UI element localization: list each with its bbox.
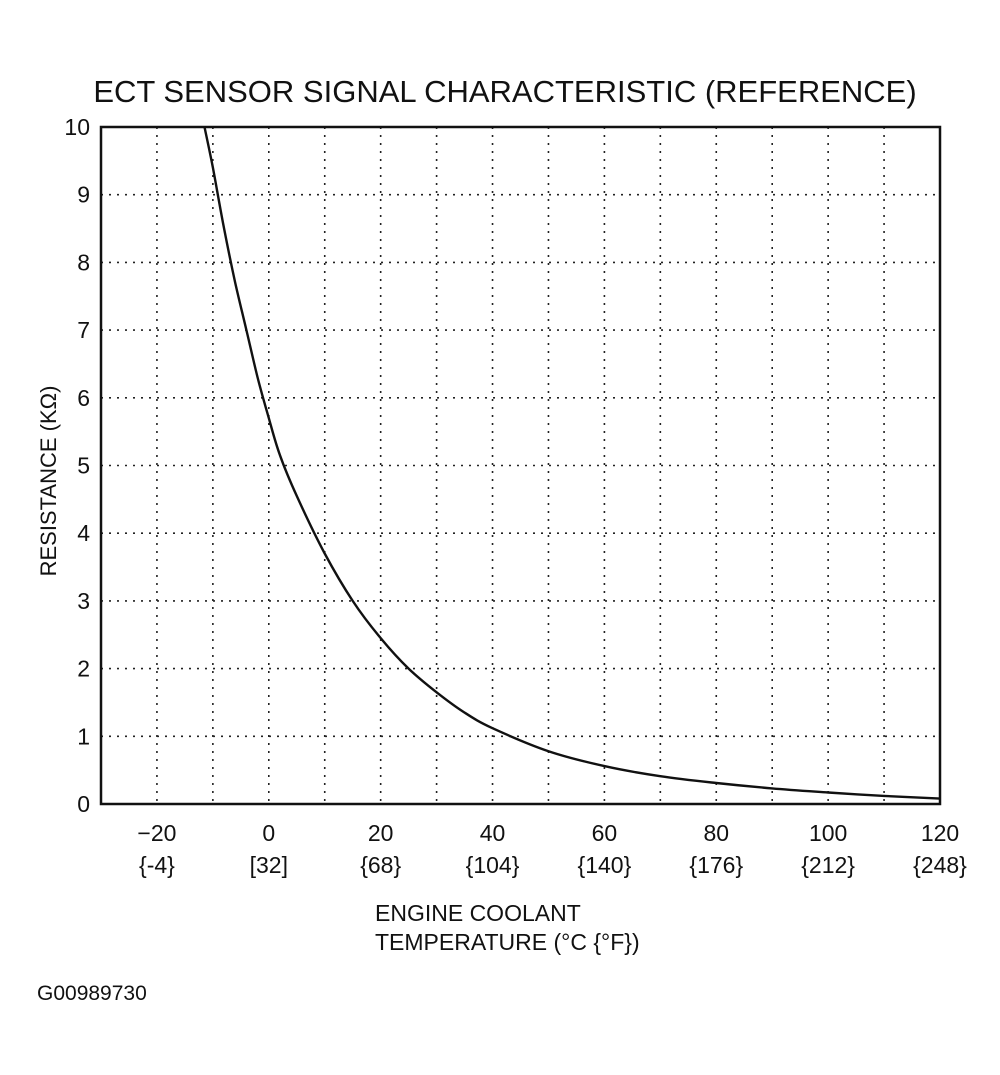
x-tick-label-celsius: 20 [368, 820, 394, 846]
y-tick-label: 10 [64, 114, 90, 140]
x-tick-label-celsius: 80 [703, 820, 729, 846]
x-tick-label-fahrenheit: {-4} [139, 852, 175, 878]
y-tick-label: 3 [77, 588, 90, 614]
plot-frame [99, 125, 942, 806]
y-tick-label: 6 [77, 385, 90, 411]
resistance-curve [203, 126, 941, 800]
y-tick-label: 5 [77, 453, 90, 479]
x-axis-label-line-2: TEMPERATURE (°C {°F}) [375, 929, 640, 955]
x-tick-label-celsius: 60 [592, 820, 618, 846]
x-tick-label-celsius: −20 [137, 820, 176, 846]
x-tick-label-fahrenheit: {176} [689, 852, 743, 878]
x-tick-label-fahrenheit: {140} [578, 852, 632, 878]
y-tick-label: 7 [77, 317, 90, 343]
y-axis-label: RESISTANCE (KΩ) [36, 386, 61, 577]
y-tick-labels: 0 1 2 3 4 5 6 7 8 9 10 [64, 114, 90, 817]
x-tick-label-fahrenheit: {104} [466, 852, 520, 878]
y-tick-label: 0 [77, 791, 90, 817]
y-tick-label: 2 [77, 656, 90, 682]
x-tick-label-celsius: 0 [262, 820, 275, 846]
x-tick-label-fahrenheit: [32] [250, 852, 288, 878]
x-tick-label-fahrenheit: {212} [801, 852, 855, 878]
x-tick-label-fahrenheit: {248} [913, 852, 967, 878]
x-tick-label-celsius: 120 [921, 820, 959, 846]
series-layer [203, 126, 941, 800]
y-tick-label: 1 [77, 723, 90, 749]
x-tick-label-celsius: 40 [480, 820, 506, 846]
x-tick-label-celsius: 100 [809, 820, 847, 846]
figure-code: G00989730 [37, 982, 147, 1005]
y-tick-label: 4 [77, 520, 90, 546]
y-tick-label: 9 [77, 182, 90, 208]
y-tick-label: 8 [77, 249, 90, 275]
x-axis-label-line-1: ENGINE COOLANT [375, 900, 581, 926]
grid-lines [101, 126, 941, 805]
chart-title: ECT SENSOR SIGNAL CHARACTERISTIC (REFERE… [93, 74, 916, 109]
x-tick-label-fahrenheit: {68} [360, 852, 401, 878]
x-tick-labels: −20 {-4} 0 [32] 20 {68} 40 {104} 60 {140} 80 {176} 1… [137, 820, 967, 878]
